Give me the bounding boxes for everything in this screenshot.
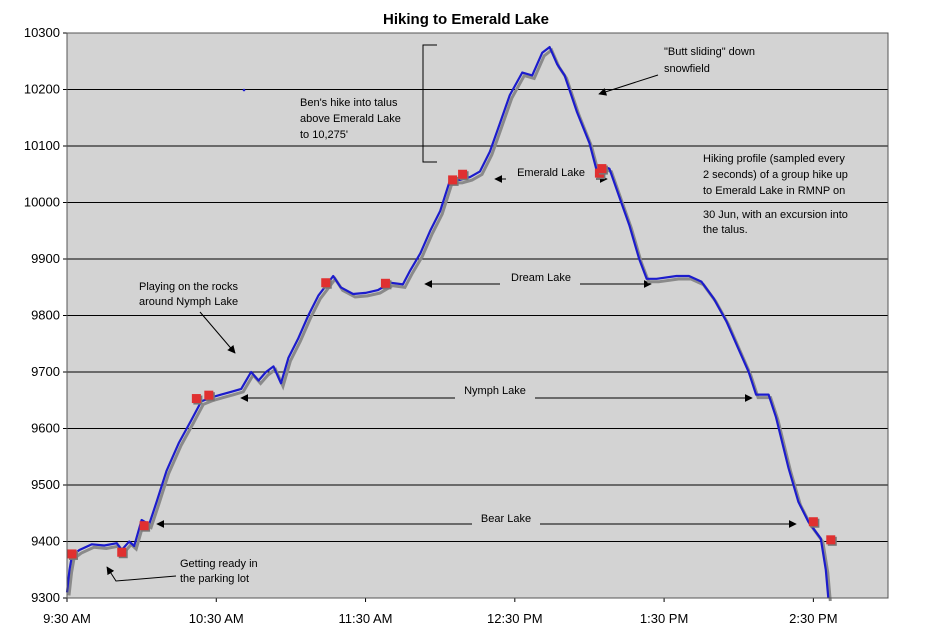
- talus-bracket: [422, 44, 437, 163]
- chart-title: Hiking to Emerald Lake: [383, 11, 549, 28]
- nymph-lake-label: Nymph Lake: [464, 385, 526, 397]
- x-tick-label: 10:30 AM: [189, 611, 244, 626]
- x-tick-label: 12:30 PM: [487, 611, 543, 626]
- rocks-label-1: Playing on the rocks: [139, 281, 239, 293]
- bens-hike-label-1: Ben's hike into talus: [300, 97, 398, 109]
- plot-frame: [66, 32, 889, 599]
- parking-lot-arrow: [106, 566, 177, 582]
- rocks-arrow: [199, 311, 236, 354]
- emerald-lake-label: Emerald Lake: [517, 167, 585, 179]
- elevation-series: [65, 45, 832, 602]
- y-tick-label: 10300: [24, 25, 60, 40]
- y-tick-label: 9600: [31, 421, 60, 436]
- butt-sliding-label-2: snowfield: [664, 63, 710, 75]
- x-axis: 9:30 AM 10:30 AM 11:30 AM 12:30 PM 1:30 PM 2:…: [43, 598, 838, 626]
- waypoint-marker: [808, 517, 818, 527]
- profile-note-5: the talus.: [703, 224, 748, 236]
- parking-label-2: the parking lot: [180, 573, 249, 585]
- y-tick-label: 10200: [24, 82, 60, 97]
- waypoint-marker: [321, 278, 331, 288]
- y-tick-label: 10100: [24, 138, 60, 153]
- waypoint-marker: [597, 164, 607, 174]
- bens-hike-label-2: above Emerald Lake: [300, 113, 401, 125]
- waypoint-marker: [204, 390, 214, 400]
- annotations: Emerald Lake Dream Lake Nymph Lake Bear …: [139, 46, 848, 585]
- profile-note-3: to Emerald Lake in RMNP on: [703, 185, 845, 197]
- rocks-label-2: around Nymph Lake: [139, 296, 238, 308]
- y-axis: 9300 9400 9500 9600 9700 9800 9900 10000 10100 10…: [24, 25, 67, 605]
- y-tick-label: 9800: [31, 308, 60, 323]
- x-tick-label: 1:30 PM: [640, 611, 688, 626]
- profile-note-4: 30 Jun, with an excursion into: [703, 209, 848, 221]
- waypoint-marker: [67, 549, 77, 559]
- butt-sliding-label-1: "Butt sliding" down: [664, 46, 755, 58]
- waypoint-markers: [67, 164, 837, 560]
- y-tick-label: 9300: [31, 590, 60, 605]
- series-shadow: [67, 47, 832, 602]
- parking-label-1: Getting ready in: [180, 558, 258, 570]
- y-tick-label: 9700: [31, 364, 60, 379]
- y-tick-label: 10000: [24, 195, 60, 210]
- profile-note-1: Hiking profile (sampled every: [703, 153, 845, 165]
- series-line: [65, 45, 830, 599]
- waypoint-marker: [191, 394, 201, 404]
- profile-note-2: 2 seconds) of a group hike up: [703, 169, 848, 181]
- bens-hike-label-3: to 10,275': [300, 129, 348, 141]
- waypoint-marker: [458, 169, 468, 179]
- waypoint-marker: [117, 547, 127, 557]
- annotation-arrows: [106, 44, 797, 582]
- waypoint-marker: [139, 521, 149, 531]
- waypoint-marker: [826, 535, 836, 545]
- outlier-point: [242, 88, 246, 92]
- x-tick-label: 2:30 PM: [789, 611, 837, 626]
- x-tick-label: 11:30 AM: [339, 611, 393, 626]
- bear-lake-label: Bear Lake: [481, 513, 531, 525]
- y-tick-label: 9900: [31, 251, 60, 266]
- y-tick-label: 9500: [31, 477, 60, 492]
- waypoint-marker: [448, 175, 458, 185]
- y-tick-label: 9400: [31, 534, 60, 549]
- butt-sliding-arrow: [598, 74, 659, 96]
- waypoint-marker: [380, 278, 390, 288]
- x-tick-label: 9:30 AM: [43, 611, 91, 626]
- dream-lake-label: Dream Lake: [511, 272, 571, 284]
